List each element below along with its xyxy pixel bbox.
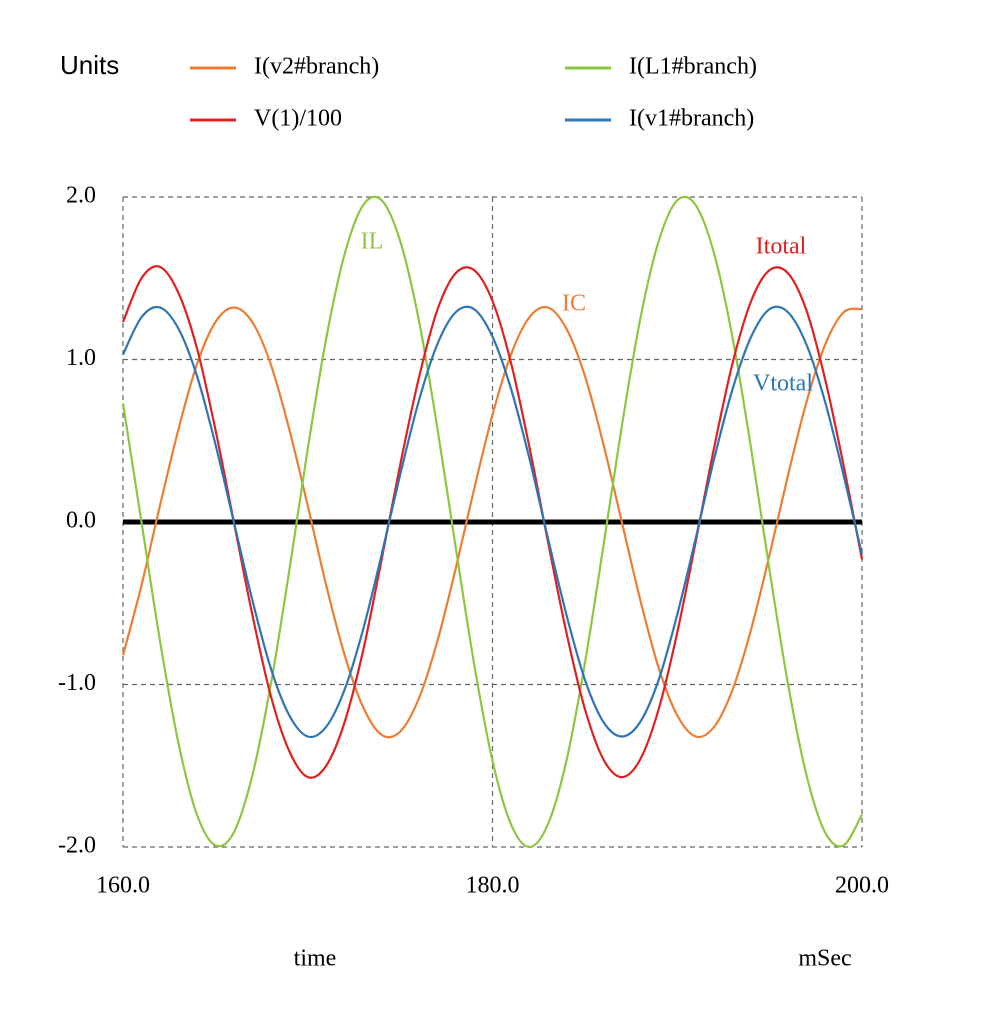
legend-label: I(L1#branch)	[629, 54, 757, 80]
annotation: Vtotal	[753, 371, 813, 397]
annotation: IC	[562, 291, 586, 317]
x-axis-label: time	[294, 946, 337, 972]
series-line	[122, 305, 864, 739]
y-tick-label: -2.0	[58, 833, 96, 859]
series-line	[121, 305, 863, 739]
y-tick-label: -1.0	[58, 670, 96, 696]
annotation: IL	[361, 229, 384, 255]
legend-label: I(v1#branch)	[629, 106, 754, 132]
x-axis-unit: mSec	[798, 946, 851, 972]
legend-label: V(1)/100	[254, 106, 342, 132]
y-tick-label: 1.0	[66, 345, 96, 371]
y-tick-label: 2.0	[66, 183, 96, 209]
legend-label: I(v2#branch)	[254, 54, 379, 80]
annotation: Itotal	[756, 234, 807, 260]
x-tick-label: 180.0	[466, 873, 520, 899]
x-tick-label: 200.0	[835, 873, 889, 899]
legend-title: Units	[60, 50, 119, 80]
y-tick-label: 0.0	[66, 508, 96, 534]
x-tick-label: 160.0	[96, 873, 150, 899]
series-line	[121, 265, 864, 779]
